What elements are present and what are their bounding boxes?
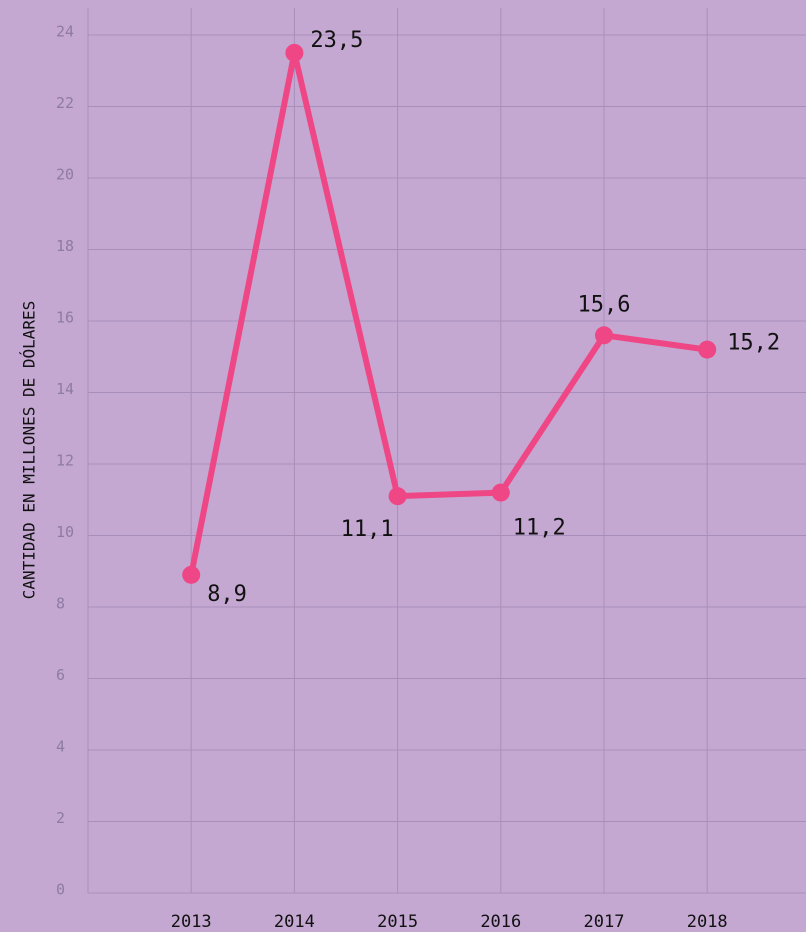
x-tick-label: 2016 (480, 912, 521, 932)
point (595, 326, 613, 345)
y-tick-label: 4 (56, 738, 65, 756)
point (182, 565, 201, 584)
y-tick-label: 6 (56, 666, 65, 684)
value-label: 15,6 (578, 292, 631, 317)
value-label: 11,2 (513, 516, 566, 541)
y-tick-label: 0 (56, 881, 65, 899)
value-label: 15,2 (727, 331, 780, 356)
x-tick-label: 2013 (171, 912, 212, 932)
y-tick-label: 12 (56, 452, 74, 470)
y-tick-label: 20 (56, 166, 74, 184)
value-label: 8,9 (207, 582, 247, 607)
point (388, 487, 407, 506)
y-tick-label: 10 (56, 523, 74, 541)
point (491, 483, 510, 502)
line (188, 49, 708, 576)
y-tick-label: 24 (56, 23, 74, 41)
x-tick-label: 2017 (584, 912, 625, 932)
y-tick-label: 18 (56, 237, 74, 255)
y-tick-label: 16 (56, 309, 74, 327)
value-label: 11,1 (341, 517, 394, 542)
y-tick-label: 22 (56, 94, 74, 112)
y-tick-label: 14 (56, 380, 74, 398)
x-tick-label: 2015 (377, 912, 418, 932)
point (285, 43, 304, 62)
y-axis-title: CANTIDAD EN MILLONES DE DÓLARES (20, 301, 39, 600)
x-tick-label: 2014 (274, 912, 315, 932)
x-tick-label: 2018 (687, 912, 728, 932)
value-label: 23,5 (310, 28, 363, 53)
y-tick-label: 2 (56, 809, 65, 827)
point (698, 340, 717, 359)
y-tick-label: 8 (56, 595, 65, 613)
